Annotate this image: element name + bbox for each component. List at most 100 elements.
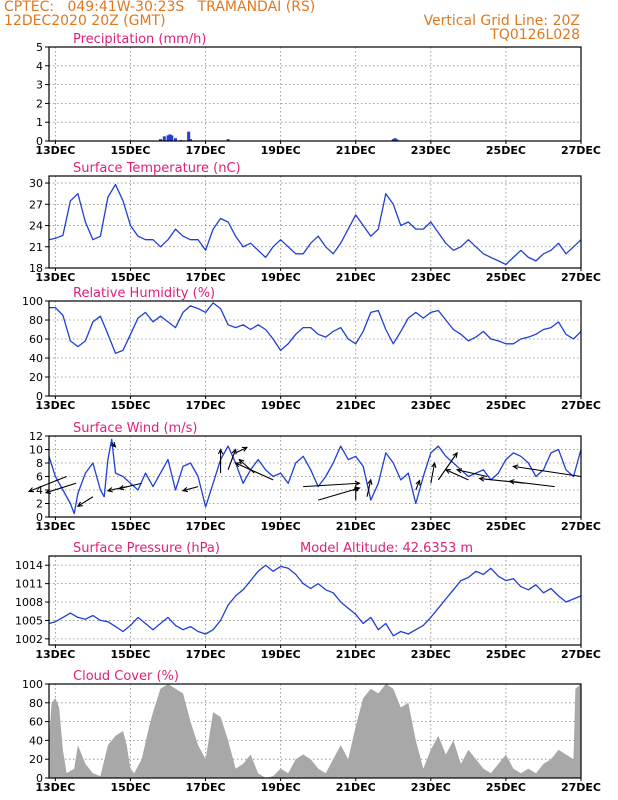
pressure-ytick-label: 1011 [15, 578, 43, 591]
temperature-ytick-label: 30 [29, 177, 43, 190]
temperature-xtick-label: 23DEC [411, 271, 451, 284]
cloud-cover-ytick-label: 100 [22, 678, 43, 691]
humidity-xtick-label: 21DEC [336, 399, 376, 412]
wind-title: Surface Wind (m/s) [73, 421, 197, 436]
wind-arrow-shaft [182, 486, 199, 492]
cloud-cover-xtick-label: 15DEC [110, 781, 150, 794]
temperature-ytick-label: 27 [29, 198, 43, 211]
cloud-cover-ytick-label: 20 [29, 753, 43, 766]
wind-ytick-label: 8 [36, 457, 43, 470]
humidity-xtick-label: 23DEC [411, 399, 451, 412]
wind-arrow-shaft [45, 482, 77, 494]
cloud-cover-xtick-label: 17DEC [186, 781, 226, 794]
wind-ytick-label: 12 [29, 430, 43, 443]
precipitation-xtick-label: 17DEC [186, 144, 226, 157]
header-datetime: 12DEC2020 20Z (GMT) [4, 13, 166, 29]
pressure-ytick-label: 1005 [15, 614, 43, 627]
cloud-cover-xtick-label: 23DEC [411, 781, 451, 794]
wind-ytick-label: 4 [36, 484, 43, 497]
pressure-xtick-label: 19DEC [261, 648, 301, 661]
precipitation-frame [48, 46, 582, 142]
wind-arrow-head [508, 479, 515, 485]
temperature-ytick-label: 24 [29, 220, 43, 233]
humidity-xtick-label: 25DEC [486, 399, 526, 412]
precipitation-bar [395, 139, 399, 141]
pressure-xtick-label: 17DEC [186, 648, 226, 661]
wind-arrow-shaft [318, 487, 360, 501]
cloud-cover-xtick-label: 13DEC [35, 781, 75, 794]
wind-arrow-shaft [415, 480, 421, 491]
wind-arrow-shaft [456, 469, 488, 478]
precipitation-xtick-label: 13DEC [35, 144, 75, 157]
precipitation-ytick-label: 4 [36, 60, 43, 73]
precipitation-xtick-label: 19DEC [261, 144, 301, 157]
humidity-panel: Relative Humidity (%) 0 20 40 60 80 100 13DEC 15… [22, 286, 601, 412]
pressure-xtick-label: 25DEC [486, 648, 526, 661]
wind-arrow-head [217, 448, 224, 455]
wind-arrow-head [76, 501, 83, 507]
temperature-panel: Surface Temperature (nC) 18 21 24 27 30 13DEC 1… [29, 161, 601, 284]
wind-arrow-head [110, 441, 117, 448]
wind-xtick-label: 23DEC [411, 520, 451, 533]
wind-arrow-head [234, 462, 241, 468]
wind-xtick-label: 21DEC [336, 520, 376, 533]
temperature-xtick-label: 27DEC [561, 271, 601, 284]
cloud-cover-xtick-label: 19DEC [261, 781, 301, 794]
humidity-ytick-label: 0 [36, 390, 43, 403]
precipitation-xtick-label: 25DEC [486, 144, 526, 157]
wind-frame [48, 435, 582, 518]
wind-arrow-head [238, 458, 245, 465]
temperature-frame [48, 175, 582, 269]
temperature-ytick-label: 18 [29, 262, 43, 275]
pressure-ytick-label: 1008 [15, 596, 43, 609]
wind-ytick-label: 2 [36, 498, 43, 511]
pressure-xtick-label: 27DEC [561, 648, 601, 661]
precipitation-bar [174, 138, 178, 141]
wind-ytick-label: 10 [29, 444, 43, 457]
wind-arrow-shaft [445, 469, 469, 481]
precipitation-xtick-label: 27DEC [561, 144, 601, 157]
wind-arrow-head [367, 478, 373, 485]
precipitation-xtick-label: 15DEC [110, 144, 150, 157]
precipitation-bar [159, 139, 163, 141]
cloud-cover-xtick-label: 21DEC [336, 781, 376, 794]
humidity-frame [48, 300, 582, 397]
header-model-code: TQ0126L028 [490, 27, 580, 43]
temperature-xtick-label: 19DEC [261, 271, 301, 284]
wind-arrow-head [181, 486, 189, 493]
wind-ytick-label: 6 [36, 471, 43, 484]
precipitation-panel: Precipitation (mm/h) 0 1 2 3 4 5 13DEC 15DEC 17DE… [35, 32, 601, 157]
pressure-ytick-label: 1002 [15, 633, 43, 646]
humidity-xtick-label: 27DEC [561, 399, 601, 412]
pressure-title: Surface Pressure (hPa) [73, 541, 220, 556]
precipitation-bar [166, 135, 170, 141]
wind-arrow-shaft [437, 452, 458, 481]
temperature-xtick-label: 21DEC [336, 271, 376, 284]
temperature-xtick-label: 15DEC [110, 271, 150, 284]
pressure-ytick-label: 1014 [15, 559, 43, 572]
wind-arrow-shaft [238, 459, 255, 474]
wind-arrow-head [512, 464, 519, 470]
precipitation-bar [391, 139, 395, 141]
cloud-cover-panel: Cloud Cover (%) 0 20 40 60 80 100 13DEC 15DEC 17D… [22, 669, 601, 794]
pressure-panel: Surface Pressure (hPa) Model Altitude: 42… [15, 541, 601, 661]
pressure-xtick-label: 23DEC [411, 648, 451, 661]
cloud-cover-frame [48, 683, 582, 779]
precipitation-ytick-label: 2 [36, 97, 43, 110]
humidity-xtick-label: 17DEC [186, 399, 226, 412]
wind-arrow-head [431, 461, 437, 468]
pressure-line [48, 564, 582, 637]
humidity-ytick-label: 100 [22, 295, 43, 308]
wind-arrow-head [444, 469, 451, 474]
wind-arrow-head [106, 487, 113, 493]
humidity-ytick-label: 20 [29, 371, 43, 384]
temperature-line [48, 183, 582, 266]
temperature-xtick-label: 25DEC [486, 271, 526, 284]
humidity-ytick-label: 80 [29, 314, 43, 327]
cloud-cover-ytick-label: 80 [29, 697, 43, 710]
humidity-xtick-label: 19DEC [261, 399, 301, 412]
precipitation-bar [226, 139, 230, 141]
wind-arrow-head [117, 485, 125, 491]
